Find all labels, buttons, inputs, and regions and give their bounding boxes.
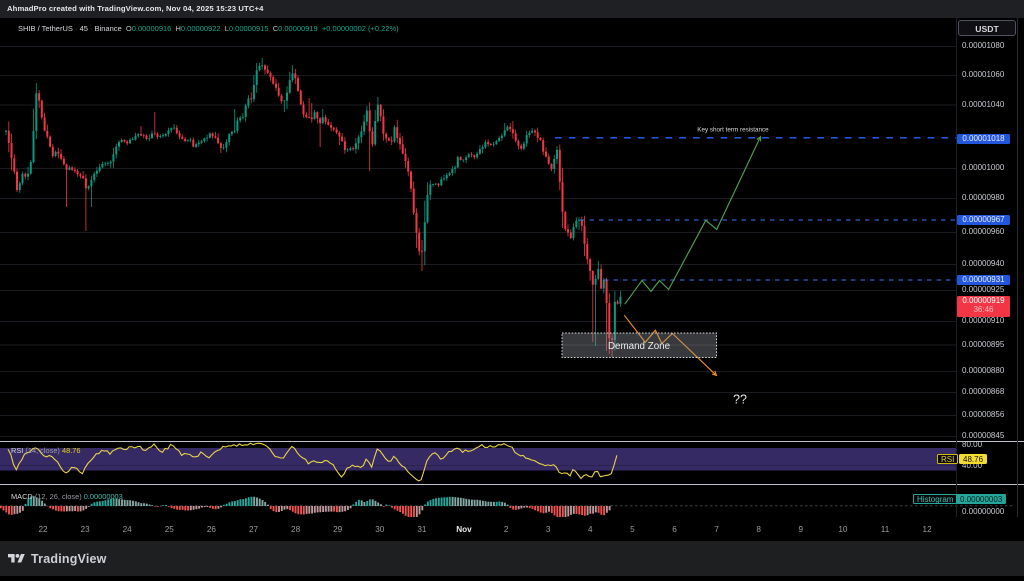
svg-text:??: ?? [733,393,747,407]
svg-text:Demand Zone: Demand Zone [608,341,671,352]
svg-text:Key short term resistance: Key short term resistance [697,127,769,134]
